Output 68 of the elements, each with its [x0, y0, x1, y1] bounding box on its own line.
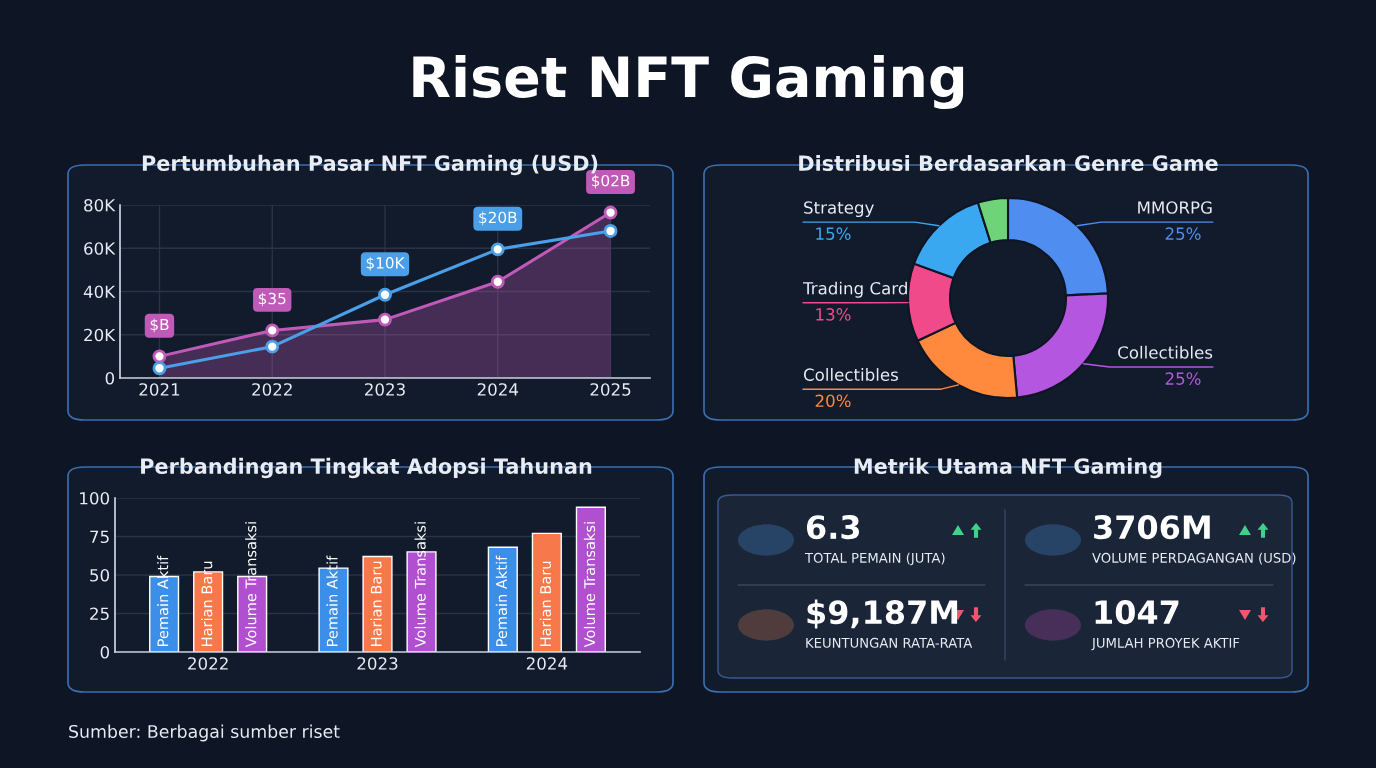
chart-title: Distribusi Berdasarkan Genre Game	[799, 154, 1218, 172]
point	[265, 339, 280, 354]
text: JUMLAH PROYEK AKTIF	[1091, 637, 1240, 651]
text: 3706M	[1094, 515, 1210, 540]
x-tick-label: 2023	[357, 657, 398, 670]
text: Metrik Utama NFT Gaming	[854, 457, 1162, 479]
x-tick-label: 2022	[252, 383, 292, 396]
y-tick-label: 20K	[84, 328, 116, 342]
annotation: $02B	[591, 174, 630, 189]
x-tick-label: 2025	[590, 383, 631, 396]
slice-label: MMORPG	[1138, 201, 1212, 214]
chart-title: Pertumbuhan Pasar NFT Gaming (USD)	[142, 154, 598, 176]
point	[603, 205, 618, 220]
series-label: Volume Transaksi	[245, 522, 257, 648]
bar	[362, 555, 393, 652]
y-tick-label: 75	[90, 530, 109, 544]
point	[152, 349, 167, 364]
point	[603, 224, 618, 238]
annotation: $10K	[366, 256, 405, 271]
chart-title: Perbandingan Tingkat Adopsi Tahunan	[141, 457, 592, 479]
text: Pemain Aktif	[495, 555, 508, 646]
slice-label: Trading Card	[802, 281, 907, 298]
data-label: 25%	[1165, 227, 1201, 240]
text: 1047	[1095, 600, 1179, 625]
text: 6.3	[806, 515, 860, 540]
text: $9,187M	[807, 599, 958, 629]
y-tick-label: 0	[100, 645, 110, 659]
data-label: 15%	[816, 227, 851, 240]
y-tick-label: 25	[90, 607, 109, 621]
x-tick-label: 2021	[139, 383, 180, 396]
x-tick-label: 2024	[526, 657, 568, 670]
bar	[575, 506, 606, 652]
text: Riset NFT Gaming	[413, 54, 964, 110]
text: Sumber: Berbagai sumber riset	[69, 724, 340, 742]
y-tick-label: 0	[105, 371, 115, 385]
text: Harian Baru	[539, 561, 552, 646]
data-label: 25%	[1165, 372, 1201, 385]
slice-label: Collectibles	[803, 368, 899, 381]
point	[490, 274, 505, 289]
bar	[531, 532, 562, 652]
point	[265, 323, 280, 338]
data-label: 13%	[816, 308, 851, 321]
slice-label: Strategy	[804, 201, 874, 218]
annotation: $20B	[479, 211, 517, 226]
y-tick-label: 50	[90, 568, 110, 582]
point	[490, 242, 505, 257]
x-tick-label: 2023	[365, 383, 405, 396]
y-tick-label: 40K	[83, 285, 116, 299]
point	[378, 287, 392, 302]
text: Volume Transaksi	[583, 522, 596, 648]
annotation: $35	[258, 292, 286, 307]
point	[152, 361, 167, 376]
annotation: $B	[150, 318, 169, 333]
point	[378, 312, 392, 327]
text: KEUNTUNGAN RATA-RATA	[806, 637, 973, 648]
slice-label: Collectibles	[1118, 345, 1213, 359]
y-tick-label: 100	[80, 491, 110, 505]
text: TOTAL PEMAIN (JUTA)	[804, 552, 945, 566]
text: VOLUME PERDAGANGAN (USD)	[1092, 552, 1296, 565]
text: Pemain Aktif	[326, 555, 338, 646]
y-tick-label: 80K	[84, 198, 116, 212]
text: Volume Transaksi	[414, 522, 426, 648]
data-label: 20%	[815, 394, 851, 408]
y-tick-label: 60K	[84, 242, 116, 255]
x-tick-label: 2022	[188, 657, 228, 670]
x-tick-label: 2024	[477, 383, 519, 396]
text: Harian Baru	[201, 561, 213, 646]
series-label: Harian Baru	[370, 561, 382, 646]
